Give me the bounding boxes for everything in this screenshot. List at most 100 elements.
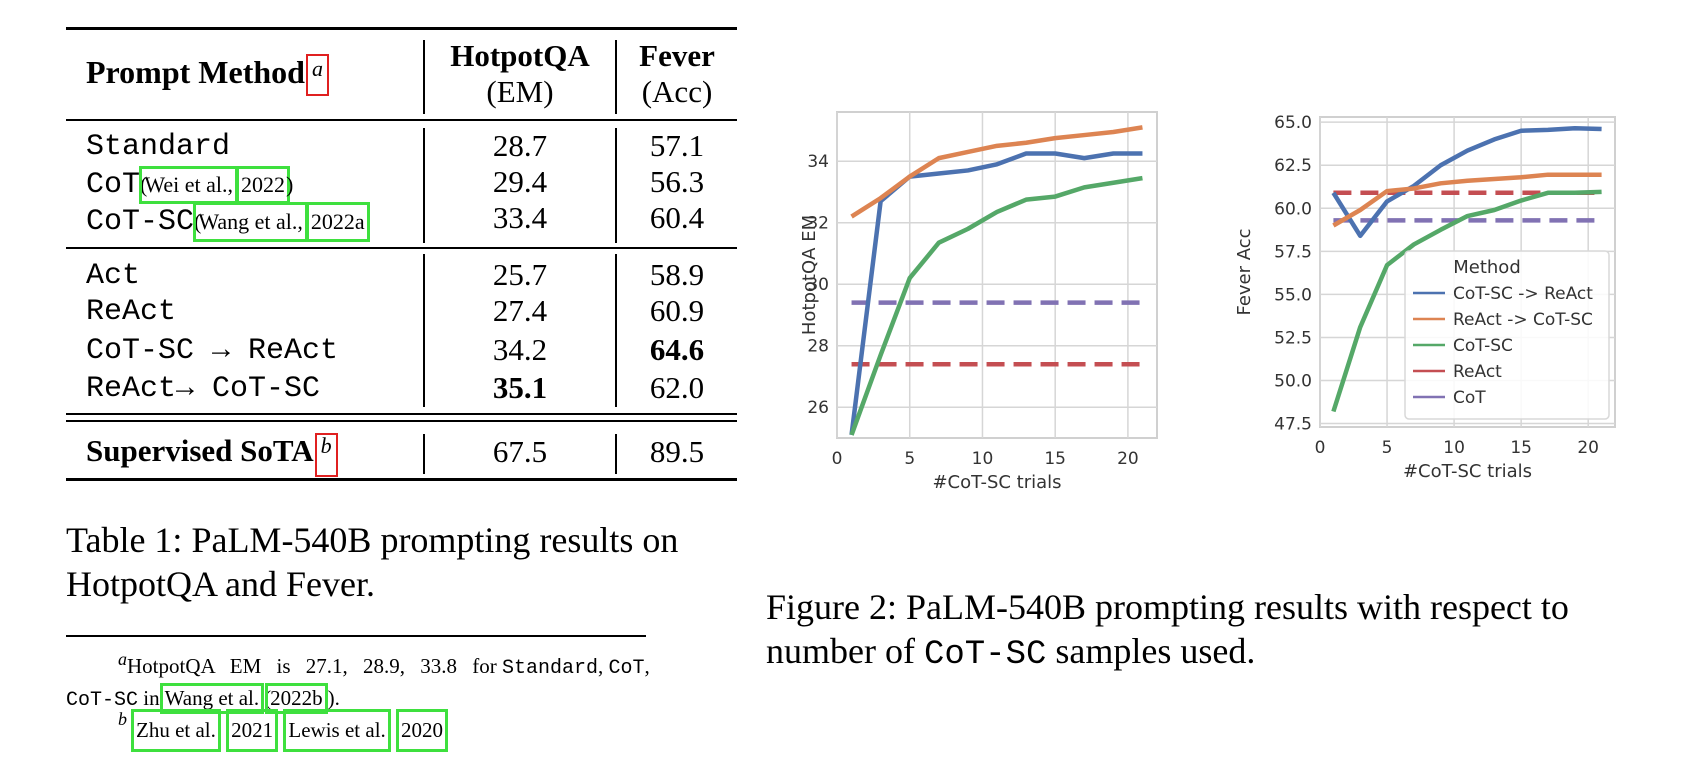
- header-rule: [66, 119, 737, 121]
- hotpotqa-chart: 0 5 10 15 20 26 28 30 32 34 #CoT-SC trials HotpotQA…: [799, 111, 1158, 493]
- y-tick-label: 60.0: [1274, 199, 1312, 219]
- row-cot-sc-open: (: [194, 209, 202, 234]
- x-tick-label: 10: [1443, 438, 1465, 458]
- y-tick-label: 52.5: [1274, 328, 1312, 348]
- legend-title: Method: [1453, 257, 1521, 278]
- footnote-a-marker-text: a: [311, 56, 323, 81]
- table-caption: Table 1: PaLM-540B prompting results on …: [66, 520, 679, 604]
- x-tick-label: 5: [1382, 438, 1393, 458]
- row-supervised-hotpot: 67.5: [492, 434, 548, 469]
- figure-caption-line1: Figure 2: PaLM-540B prompting results wi…: [766, 587, 1569, 627]
- row-cot-sc-hotpot: 33.4: [492, 200, 548, 235]
- footnote-b-marker: b: [314, 433, 338, 477]
- double-rule-top: [66, 413, 737, 415]
- x-tick-label: 0: [1315, 438, 1326, 458]
- row-cot-sc-fever: 60.4: [649, 200, 705, 235]
- row-cot-sc-react-hotpot: 34.2: [492, 332, 548, 367]
- row-supervised-method: Supervised SoTA b: [86, 433, 338, 477]
- legend-entry: CoT-SC -> ReAct: [1453, 284, 1593, 304]
- legend-entry: CoT-SC: [1453, 336, 1513, 356]
- footnote-b-mark: b: [118, 709, 127, 729]
- citation-lewis-2020-author[interactable]: Lewis et al.: [283, 709, 391, 752]
- row-cot-name: CoT: [86, 168, 141, 202]
- footnote-b-marker-text: b: [320, 433, 332, 458]
- footnote-a-text: HotpotQA EM is 27.1, 28.9, 33.8 for: [127, 654, 497, 678]
- citation-wang-2022b-author[interactable]: Wang et al.: [159, 683, 265, 714]
- x-tick-label: 20: [1577, 438, 1599, 458]
- row-cot-sc-react-fever: 64.6: [649, 332, 705, 367]
- footnote-a-sep1: ,: [598, 654, 604, 678]
- row-cot-sc-react-method: CoT-SC → ReAct: [86, 334, 339, 368]
- y-tick-label: 28: [807, 337, 829, 357]
- table-bottom-rule: [66, 478, 737, 481]
- y-axis-label: Fever Acc: [1235, 228, 1255, 315]
- row-cot-sc-method: CoT-SC(Wang et al., 2022a: [86, 202, 370, 242]
- legend-entry: ReAct -> CoT-SC: [1453, 310, 1593, 330]
- y-tick-label: 57.5: [1274, 242, 1312, 262]
- footnote-a-cot: CoT: [608, 657, 645, 680]
- header-divider-1: [423, 40, 425, 114]
- x-tick-label: 5: [904, 449, 915, 469]
- y-tick-label: 62.5: [1274, 156, 1312, 176]
- footnote-a-end: ).: [327, 686, 340, 710]
- citation-zhu-2021-author[interactable]: Zhu et al.: [131, 709, 221, 752]
- row-cot-open: (: [140, 172, 148, 197]
- legend-box: [1404, 250, 1610, 420]
- footnote-a-standard: Standard: [502, 657, 599, 680]
- row-cot-fever: 56.3: [649, 164, 705, 199]
- citation-wang-2022a-author[interactable]: Wang et al.,: [193, 202, 308, 242]
- fever-chart: 0 5 10 15 20 47.5 50.0 52.5 55.0 57.5 60.0 62.5 65.0…: [1235, 113, 1616, 482]
- citation-lewis-2020-year[interactable]: 2020: [396, 709, 449, 752]
- row-cot-hotpot: 29.4: [492, 164, 548, 199]
- group2-divider-2: [615, 254, 617, 407]
- y-tick-label: 55.0: [1274, 285, 1312, 305]
- citation-wei-2022-year[interactable]: 2022: [235, 166, 290, 204]
- header-fever: Fever (Acc): [617, 38, 737, 110]
- header-prompt-method-label: Prompt Method: [86, 54, 305, 90]
- footnote-a: aHotpotQA EM is 27.1, 28.9, 33.8 for Sta…: [66, 649, 650, 714]
- header-prompt-method: Prompt Method a: [86, 54, 329, 96]
- citation-wei-2022-author[interactable]: Wei et al.,: [139, 166, 238, 204]
- y-tick-label: 50.0: [1274, 372, 1312, 392]
- double-rule-bottom: [66, 420, 737, 422]
- supervised-divider-2: [615, 434, 617, 474]
- footnote-a-mark: a: [118, 649, 127, 669]
- x-tick-label: 10: [972, 449, 994, 469]
- y-tick-label: 26: [807, 398, 829, 418]
- row-cot-sc-name: CoT-SC: [86, 205, 195, 239]
- citation-wang-2022b-year[interactable]: 2022b: [265, 683, 328, 714]
- header-divider-2: [615, 40, 617, 114]
- group1-divider-2: [615, 128, 617, 243]
- table-top-rule: [66, 27, 737, 30]
- citation-zhu-2021-year[interactable]: 2021: [226, 709, 279, 752]
- group2-divider-1: [423, 254, 425, 407]
- legend-entry: CoT: [1453, 388, 1486, 408]
- x-tick-label: 20: [1117, 449, 1139, 469]
- x-tick-label: 15: [1044, 449, 1066, 469]
- row-standard-fever: 57.1: [649, 128, 705, 163]
- y-tick-label: 47.5: [1274, 415, 1312, 435]
- citation-wang-2022a-year[interactable]: 2022a: [305, 202, 370, 242]
- y-tick-label: 34: [807, 152, 829, 172]
- footnote-a-sep2: ,: [644, 654, 650, 678]
- header-hotpotqa-line2: (EM): [486, 74, 554, 109]
- row-supervised-label: Supervised SoTA: [86, 433, 314, 468]
- row-act-fever: 58.9: [649, 257, 705, 292]
- row-act-method: Act: [86, 259, 141, 293]
- figure-caption-line2-b: samples used.: [1055, 631, 1256, 671]
- row-react-method: ReAct: [86, 295, 177, 329]
- figure-caption: Figure 2: PaLM-540B prompting results wi…: [766, 585, 1686, 677]
- figure-caption-line2-mono: CoT-SC: [923, 636, 1047, 674]
- row-standard-method: Standard: [86, 130, 231, 164]
- row-supervised-fever: 89.5: [649, 434, 705, 469]
- footnote-separator: [66, 635, 646, 637]
- row-standard-hotpot: 28.7: [492, 128, 548, 163]
- row-cot-method: CoT(Wei et al., 2022): [86, 166, 293, 204]
- y-tick-label: 30: [807, 275, 829, 295]
- legend-entry: ReAct: [1453, 362, 1502, 382]
- figure-caption-line2: number of CoT-SC samples used.: [766, 629, 1686, 677]
- header-fever-line1: Fever: [639, 38, 715, 73]
- x-axis-label: #CoT-SC trials: [1403, 461, 1532, 482]
- row-react-cot-sc-fever: 62.0: [649, 370, 705, 405]
- row-act-hotpot: 25.7: [492, 257, 548, 292]
